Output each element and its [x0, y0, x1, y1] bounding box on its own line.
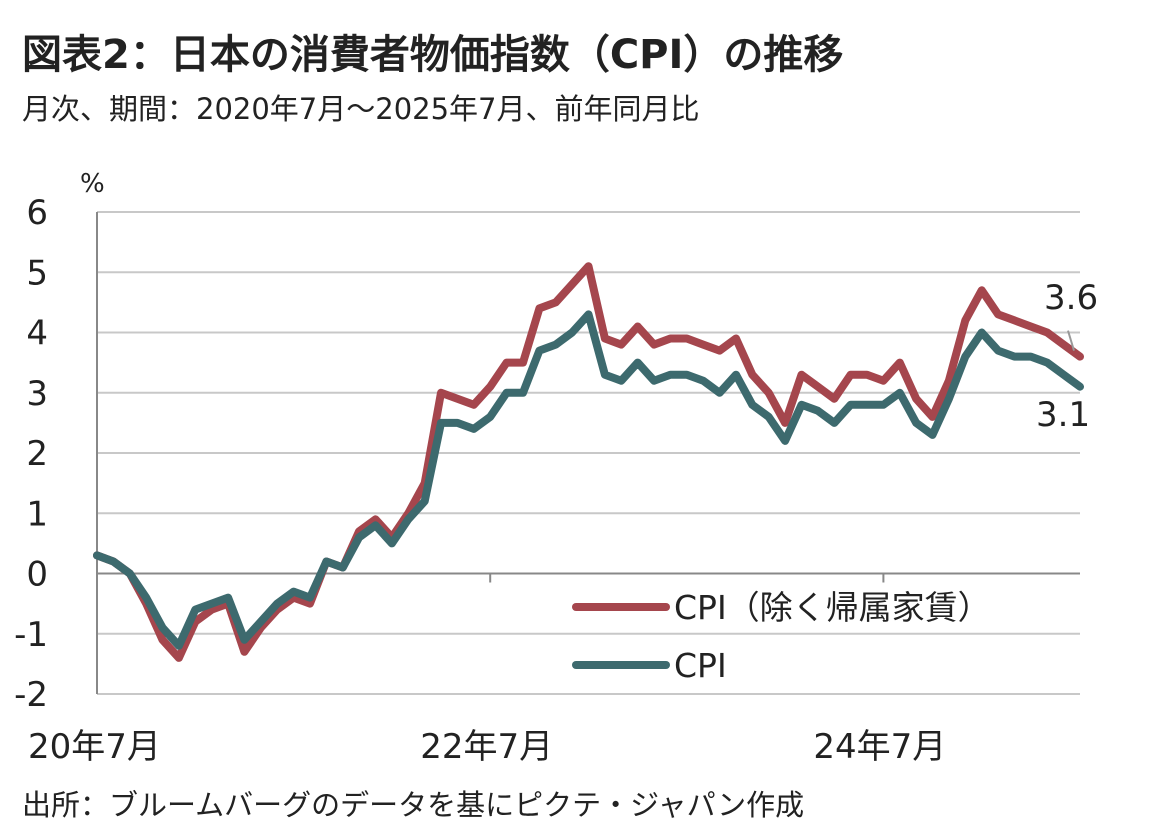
y-unit-label: % — [80, 169, 105, 199]
y-tick-label: 2 — [26, 434, 48, 474]
y-tick-label: 4 — [26, 314, 48, 354]
y-tick-label: 3 — [26, 374, 48, 414]
y-tick-label: 1 — [26, 494, 48, 534]
legend: CPI（除く帰属家賃） CPI — [572, 588, 991, 685]
end-label-cpi-ex-rent: 3.6 — [1044, 278, 1098, 318]
series-line-cpi-ex-rent — [93, 262, 1084, 662]
x-tick-label: 24年7月 — [813, 727, 946, 767]
axes: -2 -1 0 1 2 3 4 5 6% 20年7月 22年7月 24年7月 — [14, 169, 1080, 767]
x-tick-label: 22年7月 — [420, 727, 553, 767]
y-tick-label: -2 — [14, 675, 48, 715]
y-tick-label: -1 — [14, 615, 48, 655]
legend-label-cpi-ex-rent: CPI（除く帰属家賃） — [674, 588, 991, 627]
annotation-leader-line — [1067, 330, 1075, 351]
end-label-cpi: 3.1 — [1036, 395, 1090, 435]
y-tick-label: 5 — [26, 253, 48, 293]
y-tick-label: 6 — [26, 193, 48, 233]
x-tick-label: 20年7月 — [28, 727, 161, 767]
legend-label-cpi: CPI — [674, 646, 727, 685]
y-tick-label: 0 — [26, 555, 48, 595]
end-labels: 3.6 3.1 — [1036, 278, 1098, 435]
source-note: 出所：ブルームバーグのデータを基にピクテ・ジャパン作成 — [22, 788, 805, 822]
chart-subtitle: 月次、期間：2020年7月～2025年7月、前年同月比 — [22, 92, 700, 126]
series-lines — [93, 262, 1084, 662]
chart-title: 図表2：日本の消費者物価指数（CPI）の推移 — [22, 32, 844, 78]
series-line-cpi — [93, 310, 1084, 650]
